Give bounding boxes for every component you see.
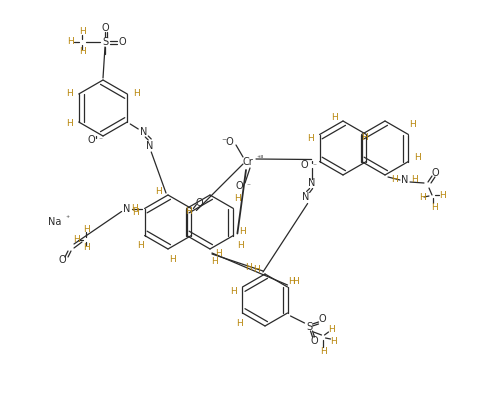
Text: H: H: [288, 277, 295, 285]
Text: O: O: [235, 181, 243, 191]
Text: H: H: [155, 187, 162, 195]
Text: H: H: [431, 203, 438, 211]
Text: H: H: [237, 240, 244, 250]
Text: O: O: [311, 336, 318, 346]
Text: O: O: [301, 160, 308, 170]
Text: H: H: [252, 265, 259, 275]
Text: H: H: [137, 241, 144, 250]
Text: H: H: [409, 120, 416, 129]
Text: N: N: [401, 175, 409, 185]
Text: H: H: [331, 113, 338, 121]
Text: O: O: [431, 168, 439, 178]
Text: H: H: [83, 244, 90, 252]
Text: N: N: [146, 141, 153, 151]
Text: H: H: [412, 176, 418, 185]
Text: H: H: [292, 277, 299, 287]
Text: O: O: [101, 23, 109, 33]
Text: O: O: [118, 37, 126, 47]
Text: Na: Na: [49, 217, 62, 227]
Text: H: H: [216, 248, 222, 258]
Text: H: H: [66, 90, 73, 98]
Text: H: H: [169, 254, 175, 263]
Text: O: O: [319, 314, 326, 324]
Text: S: S: [306, 322, 312, 332]
Text: H: H: [131, 204, 138, 213]
Text: H: H: [239, 227, 246, 236]
Text: H: H: [230, 287, 237, 295]
Text: H: H: [391, 174, 397, 183]
Text: H: H: [73, 236, 79, 244]
Text: H: H: [245, 263, 251, 273]
Text: H: H: [67, 37, 73, 47]
Text: H: H: [79, 47, 85, 57]
Text: ⁻: ⁻: [98, 135, 102, 144]
Text: N: N: [308, 178, 315, 189]
Text: N: N: [140, 127, 147, 137]
Text: H: H: [236, 318, 243, 328]
Text: O: O: [196, 197, 203, 207]
Text: Cr: Cr: [243, 157, 253, 167]
Text: O: O: [87, 135, 95, 145]
Text: ⁻: ⁻: [205, 198, 209, 207]
Text: ⁻O: ⁻O: [222, 137, 234, 147]
Text: H: H: [419, 193, 425, 201]
Text: H: H: [79, 27, 85, 37]
Text: H: H: [211, 256, 217, 265]
Text: H: H: [361, 133, 367, 142]
Text: H: H: [320, 347, 327, 355]
Text: H: H: [133, 90, 140, 98]
Text: ⁺³: ⁺³: [256, 154, 264, 164]
Text: H: H: [83, 226, 90, 234]
Text: ⁻: ⁻: [246, 181, 250, 191]
Text: H: H: [186, 207, 193, 217]
Text: H: H: [132, 208, 139, 217]
Text: O: O: [58, 255, 66, 265]
Text: H: H: [330, 336, 337, 345]
Text: H: H: [328, 324, 335, 334]
Text: H: H: [234, 194, 241, 203]
Text: S: S: [102, 37, 108, 47]
Text: ⁻: ⁻: [313, 161, 317, 170]
Text: H: H: [414, 153, 421, 162]
Text: N: N: [302, 193, 309, 203]
Text: H: H: [439, 191, 446, 199]
Text: ⁺: ⁺: [66, 213, 70, 222]
Text: H: H: [307, 134, 314, 143]
Text: H: H: [66, 119, 73, 129]
Text: N: N: [123, 203, 130, 213]
